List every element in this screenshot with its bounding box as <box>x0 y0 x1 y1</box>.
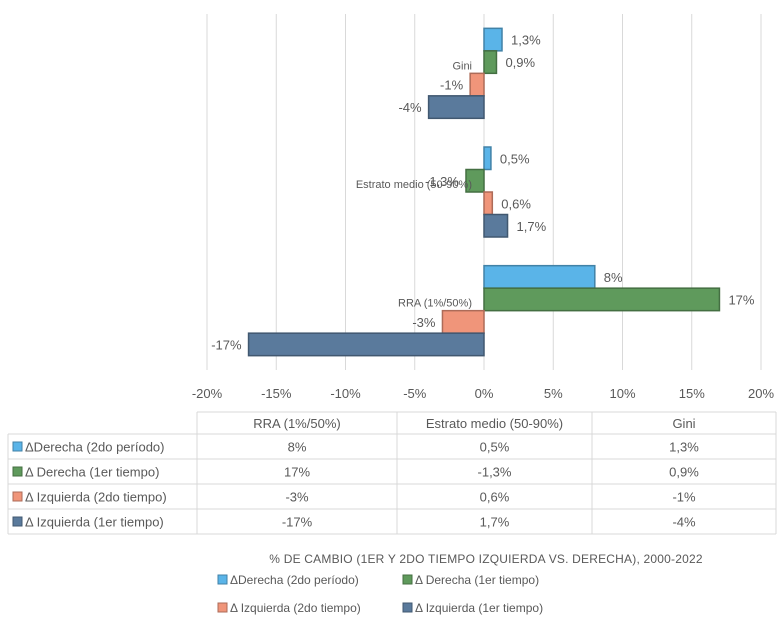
x-tick-label: 10% <box>609 386 635 401</box>
table-header: RRA (1%/50%) <box>253 416 340 431</box>
legend: ΔDerecha (2do período) Δ Derecha (1er tie… <box>217 573 543 615</box>
data-label: 0,5% <box>500 151 530 166</box>
chart-title: % DE CAMBIO (1ER Y 2DO TIEMPO IZQUIERDA … <box>269 552 703 566</box>
x-tick-label: -20% <box>192 386 223 401</box>
category-label: Gini <box>452 60 472 72</box>
category-label: Estrato medio (50-90%) <box>356 179 472 191</box>
legend-swatch <box>217 574 228 585</box>
legend-label: Δ Izquierda (2do tiempo) <box>230 601 361 615</box>
data-label: -3% <box>412 315 436 330</box>
table-cell: 1,3% <box>669 440 699 455</box>
legend-label: Δ Derecha (1er tiempo) <box>415 573 539 587</box>
table-header: Gini <box>672 416 695 431</box>
bar <box>247 332 485 357</box>
bars <box>247 27 721 357</box>
table-cell: -1,3% <box>478 465 512 480</box>
data-label: 17% <box>728 292 754 307</box>
data-labels: 8% 17% -3% -17% 0,5% -1,3% 0,6% 1,7% 1,3% 0,9% -1%… <box>211 33 755 353</box>
category-label: RRA (1%/50%) <box>398 298 472 310</box>
x-tick-label: 15% <box>679 386 705 401</box>
legend-key <box>12 441 23 452</box>
x-tick-label: 0% <box>475 386 494 401</box>
legend-key <box>12 491 23 502</box>
table-cell: -4% <box>672 515 696 530</box>
data-label: -1,3% <box>425 174 459 189</box>
data-label: -17% <box>211 337 242 352</box>
bar <box>469 72 485 97</box>
table-cell: -17% <box>282 515 313 530</box>
bar <box>483 50 498 75</box>
table-cell: -3% <box>285 490 309 505</box>
table-cell: -1% <box>672 490 696 505</box>
bar <box>483 213 509 238</box>
x-axis-ticks: -20% -15% -10% -5% 0% 5% 10% 15% 20% <box>192 386 775 401</box>
bar <box>483 264 596 289</box>
x-tick-label: 20% <box>748 386 774 401</box>
table-cell: 0,5% <box>480 440 510 455</box>
category-labels: RRA (1%/50%) Estrato medio (50-90%) Gini <box>356 60 472 309</box>
bar <box>483 287 721 312</box>
table-cell: 0,6% <box>480 490 510 505</box>
data-table: RRA (1%/50%) Estrato medio (50-90%) Gini ΔD… <box>7 411 777 535</box>
data-label: -1% <box>440 78 464 93</box>
table-cell: 0,9% <box>669 465 699 480</box>
bar <box>427 95 485 120</box>
x-tick-label: -10% <box>330 386 361 401</box>
data-label: -4% <box>398 100 422 115</box>
data-label: 8% <box>604 270 623 285</box>
table-row-label: ΔDerecha (2do período) <box>25 440 164 455</box>
legend-key <box>12 466 23 477</box>
data-label: 1,7% <box>517 219 547 234</box>
data-label: 0,9% <box>505 55 535 70</box>
data-label: 1,3% <box>511 33 541 48</box>
legend-label: ΔDerecha (2do período) <box>230 573 359 587</box>
table-cell: 8% <box>288 440 307 455</box>
legend-swatch <box>402 602 413 613</box>
bar <box>465 168 485 193</box>
x-tick-label: -5% <box>403 386 427 401</box>
bar <box>483 146 492 171</box>
bar <box>483 27 503 52</box>
table-cell: 17% <box>284 465 310 480</box>
bar <box>483 191 494 216</box>
table-row-label: Δ Izquierda (1er tiempo) <box>25 515 164 530</box>
table-row-label: Δ Derecha (1er tiempo) <box>25 465 159 480</box>
table-header: Estrato medio (50-90%) <box>426 416 563 431</box>
legend-swatch <box>402 574 413 585</box>
data-label: 0,6% <box>501 196 531 211</box>
legend-label: Δ Izquierda (1er tiempo) <box>415 601 543 615</box>
table-cell: 1,7% <box>480 515 510 530</box>
legend-key <box>12 516 23 527</box>
legend-swatch <box>217 602 228 613</box>
x-tick-label: 5% <box>544 386 563 401</box>
x-tick-label: -15% <box>261 386 292 401</box>
bar <box>441 309 485 334</box>
table-row-label: Δ Izquierda (2do tiempo) <box>25 490 167 505</box>
